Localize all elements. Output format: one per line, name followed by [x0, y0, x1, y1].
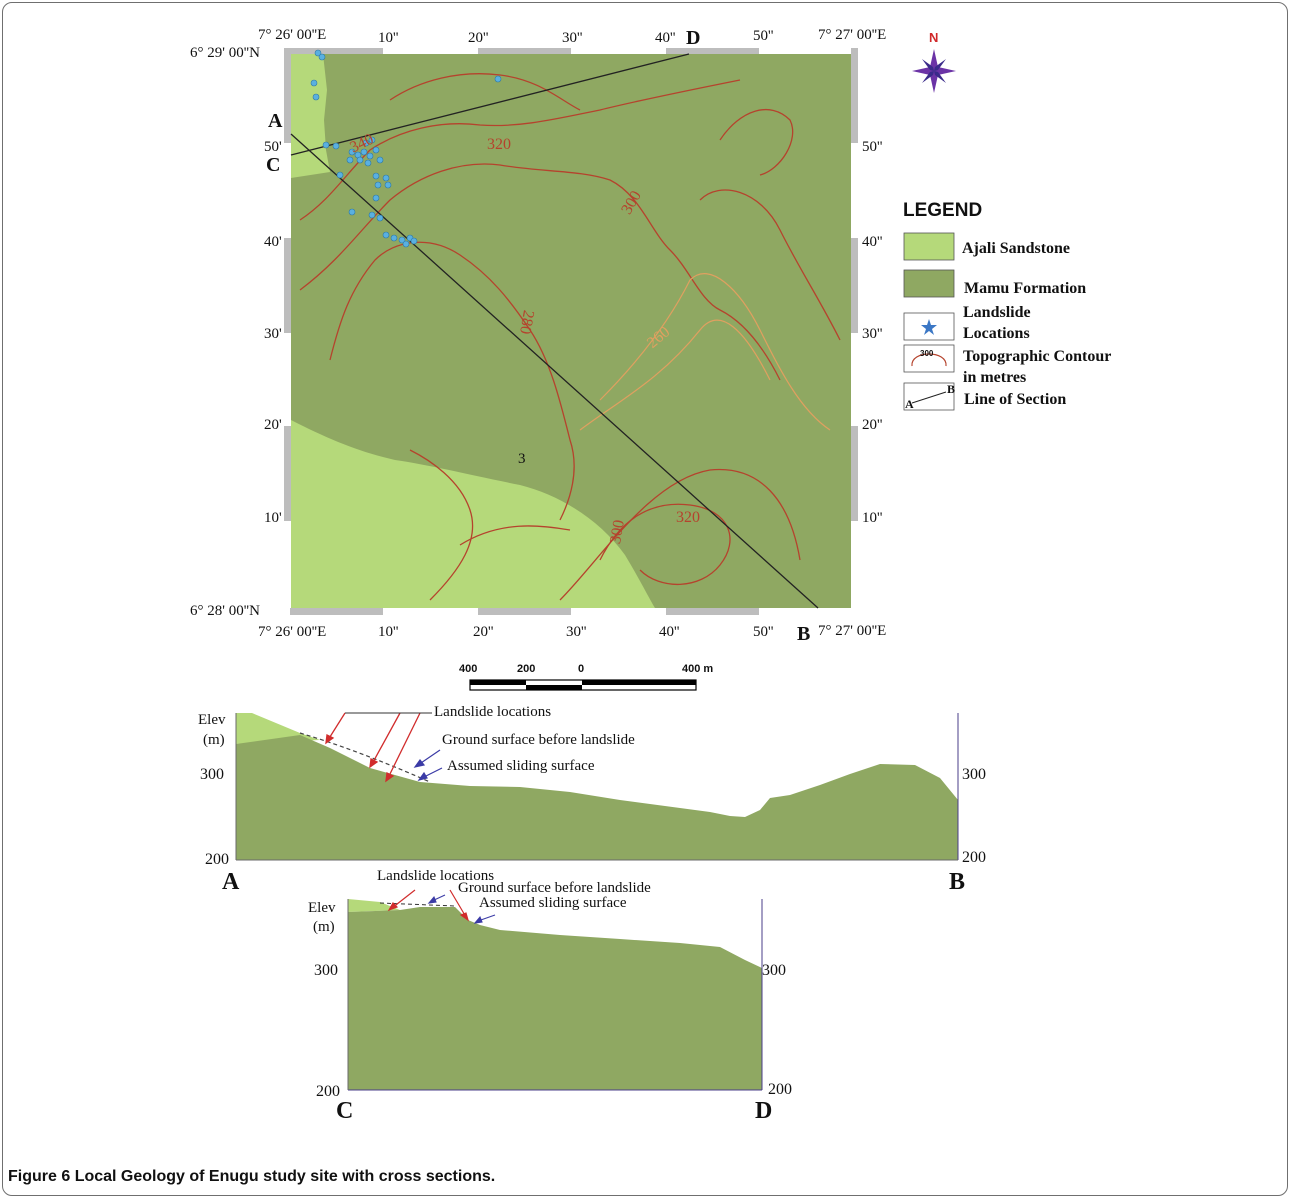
lon-top-1: 10'' — [378, 30, 399, 46]
lat-left-6: 6° 28' 00''N — [190, 603, 260, 619]
cd-unit-label: (m) — [313, 919, 335, 935]
ab-start-letter: A — [222, 869, 240, 895]
lon-top-0: 7° 26' 00''E — [258, 27, 327, 43]
scale-label-200: 200 — [517, 663, 536, 675]
legend-ajali-label: Ajali Sandstone — [962, 240, 1071, 257]
legend-section-a: A — [905, 397, 914, 411]
star-icon — [921, 319, 937, 335]
cd-start-letter: C — [336, 1098, 354, 1124]
contour-symbol-box — [903, 344, 955, 373]
mamu-swatch — [903, 269, 955, 298]
section-letter-c: C — [266, 154, 281, 176]
lat-right-2: 30'' — [862, 326, 883, 342]
caption-prefix: Figure 6 — [8, 1168, 71, 1185]
lat-left-1: 50' — [264, 139, 282, 155]
cd-annotation-landslide: Landslide locations — [377, 868, 495, 884]
ajali-area-south — [291, 420, 655, 608]
scale-bar — [469, 679, 697, 691]
section-line-cd — [290, 53, 690, 156]
scale-label-400-right: 400 m — [682, 663, 714, 675]
lat-right-4: 10'' — [862, 510, 883, 526]
section-letter-d: D — [686, 27, 701, 49]
lat-left-4: 20' — [264, 417, 282, 433]
legend-title: LEGEND — [903, 200, 983, 221]
cd-annotation-ground: Ground surface before landslide — [458, 880, 651, 896]
cd-right-tick-300: 300 — [762, 962, 786, 979]
legend-contour-value: 300 — [920, 349, 934, 358]
lat-left-0: 6° 29' 00''N — [190, 45, 260, 61]
scale-label-0: 0 — [578, 663, 585, 675]
contour-label-3: 3 — [518, 451, 526, 467]
cd-end-letter: D — [755, 1098, 773, 1124]
map-frame-ticks — [284, 48, 858, 615]
ab-end-letter: B — [949, 869, 966, 895]
ab-y-tick-200: 200 — [205, 851, 229, 868]
cd-elev-label: Elev — [308, 900, 336, 916]
figure-caption: Figure 6 Local Geology of Enugu study si… — [8, 1168, 495, 1186]
legend-mamu-label: Mamu Formation — [964, 280, 1087, 297]
caption-text: Local Geology of Enugu study site with c… — [74, 1168, 496, 1185]
section-line-ab — [290, 133, 819, 609]
ab-annotation-landslide: Landslide locations — [434, 704, 552, 720]
landslide-markers — [310, 49, 502, 248]
cross-section-cd — [347, 889, 763, 1091]
cd-y-tick-300: 300 — [314, 962, 338, 979]
lon-top-5: 50'' — [753, 28, 774, 44]
lon-bottom-4: 40'' — [659, 624, 680, 640]
legend-section-b: B — [947, 382, 956, 396]
north-arrow-icon — [912, 49, 956, 93]
lat-right-0: 50'' — [862, 139, 883, 155]
lon-bottom-2: 20'' — [473, 624, 494, 640]
ab-y-tick-300: 300 — [200, 766, 224, 783]
lat-left-3: 30' — [264, 326, 282, 342]
lon-top-2: 20'' — [468, 30, 489, 46]
ab-right-tick-300: 300 — [962, 766, 986, 783]
lon-bottom-1: 10'' — [378, 624, 399, 640]
lat-left-5: 10' — [264, 510, 282, 526]
lon-top-3: 30'' — [562, 30, 583, 46]
ajali-area-north — [291, 54, 330, 178]
lat-left-2: 40' — [264, 234, 282, 250]
legend-section-label: Line of Section — [964, 391, 1067, 408]
ab-elev-label: Elev — [198, 712, 226, 728]
north-label: N — [929, 30, 939, 45]
lon-bottom-5: 50'' — [753, 624, 774, 640]
topographic-contours — [299, 73, 841, 601]
contour-label-320-south: 320 — [676, 509, 700, 526]
ab-unit-label: (m) — [203, 732, 225, 748]
ajali-swatch — [903, 232, 955, 261]
contour-label-280: 280 — [516, 308, 537, 336]
legend-landslide-label: Landslide Locations — [963, 304, 1031, 342]
lon-bottom-0: 7° 26' 00''E — [258, 624, 327, 640]
lon-bottom-3: 30'' — [566, 624, 587, 640]
legend-contour-label: Topographic Contour in metres — [963, 348, 1112, 386]
cross-section-ab — [235, 712, 959, 861]
ab-right-tick-200: 200 — [962, 849, 986, 866]
scale-label-400-left: 400 — [459, 663, 478, 675]
section-symbol-box — [903, 382, 955, 411]
lon-bottom-6: 7° 27' 00''E — [818, 623, 887, 639]
section-letter-a: A — [268, 110, 283, 132]
lon-top-4: 40'' — [655, 30, 676, 46]
section-letter-b: B — [797, 623, 811, 645]
ab-annotation-ground: Ground surface before landslide — [442, 732, 635, 748]
cd-y-tick-200: 200 — [316, 1083, 340, 1100]
cd-annotation-sliding: Assumed sliding surface — [479, 895, 627, 911]
lat-right-1: 40'' — [862, 234, 883, 250]
topographic-contours-low — [579, 273, 831, 431]
contour-label-320-north: 320 — [487, 136, 511, 153]
lat-right-3: 20'' — [862, 417, 883, 433]
ab-annotation-sliding: Assumed sliding surface — [447, 758, 595, 774]
cd-right-tick-200: 200 — [768, 1081, 792, 1098]
lon-top-6: 7° 27' 00''E — [818, 27, 887, 43]
